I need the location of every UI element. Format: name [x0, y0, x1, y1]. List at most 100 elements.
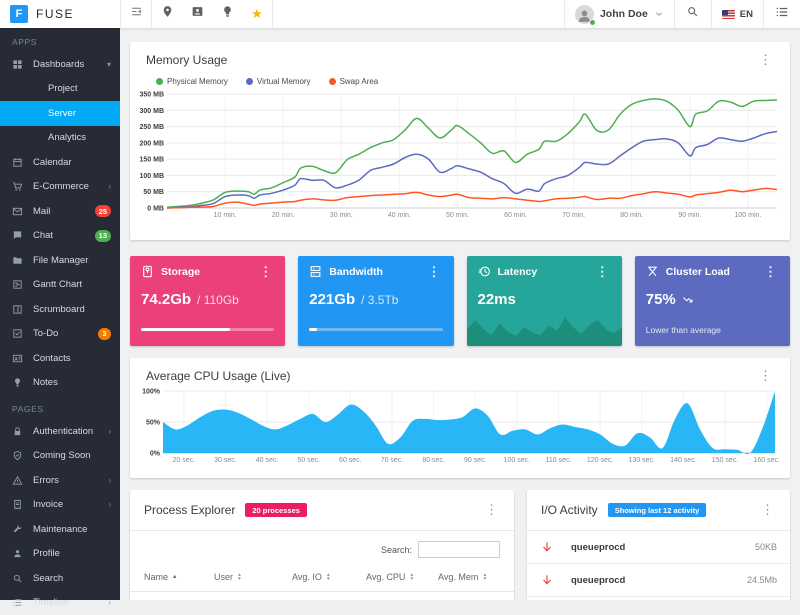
column-label: Avg. CPU [366, 572, 405, 582]
cpu-card-menu-button[interactable]: ⋮ [757, 371, 774, 381]
sidebar-item-timeline[interactable]: Timeline› [0, 591, 120, 615]
memory-card-menu-button[interactable]: ⋮ [757, 55, 774, 65]
warning-icon [12, 474, 24, 486]
language-selector[interactable]: EN [712, 0, 763, 28]
svg-text:70 min.: 70 min. [562, 212, 585, 219]
process-card-menu-button[interactable]: ⋮ [483, 505, 500, 515]
sidebar-item-label: Errors [33, 475, 59, 486]
svg-text:20 min.: 20 min. [272, 212, 295, 219]
sidebar-item-file-manager[interactable]: File Manager [0, 248, 120, 273]
svg-text:30 min.: 30 min. [330, 212, 353, 219]
storage-card: Storage ⋮ 74.2Gb/ 110Gb [130, 256, 285, 346]
shortcut-notes-button[interactable] [212, 0, 242, 28]
sidebar-item-label: Chat [33, 230, 53, 241]
sidebar-fold-button[interactable] [121, 0, 151, 28]
search-icon [686, 5, 699, 23]
sidebar-item-label: Profile [33, 548, 60, 559]
svg-text:200 MB: 200 MB [139, 140, 164, 147]
process-explorer-title: Process Explorer [144, 503, 235, 517]
sidebar-item-analytics[interactable]: Analytics [0, 126, 120, 151]
sidebar-item-maintenance[interactable]: Maintenance [0, 517, 120, 542]
folder-icon [12, 254, 24, 266]
download-arrow-icon [540, 540, 554, 554]
cpu-usage-title: Average CPU Usage (Live) [146, 369, 291, 383]
shortcut-location-button[interactable] [152, 0, 182, 28]
sidebar-item-search[interactable]: Search [0, 566, 120, 591]
svg-text:90 min.: 90 min. [678, 212, 701, 219]
sidebar-item-label: E-Commerce [33, 181, 89, 192]
sidebar-item-e-commerce[interactable]: E-Commerce › [0, 175, 120, 200]
logo-square: F [10, 5, 28, 23]
star-icon: ★ [251, 6, 263, 22]
sidebar-item-label: Maintenance [33, 524, 87, 535]
sidebar-item-invoice[interactable]: Invoice› [0, 493, 120, 518]
process-search-input[interactable] [418, 541, 500, 558]
chevron-right-icon: › [108, 182, 111, 191]
chevron-right-icon: › [108, 427, 111, 436]
svg-text:60 sec.: 60 sec. [339, 457, 362, 464]
sidebar-item-project[interactable]: Project [0, 77, 120, 102]
stat-card-title: Storage [161, 266, 200, 278]
app-logo[interactable]: F FUSE [0, 0, 120, 28]
svg-text:0 MB: 0 MB [147, 206, 164, 213]
stat-card-title: Latency [498, 266, 538, 278]
memory-usage-card: Memory Usage ⋮ Physical Memory Virtual M… [130, 42, 790, 240]
chevron-right-icon: › [108, 476, 111, 485]
legend-label: Swap Area [340, 77, 379, 86]
us-flag-icon [722, 10, 735, 19]
sidebar-item-coming-soon[interactable]: Coming Soon [0, 444, 120, 469]
latency-menu-button[interactable]: ⋮ [594, 267, 611, 277]
sidebar-item-label: Invoice [33, 499, 63, 510]
legend-dot [246, 78, 253, 85]
sidebar-item-notes[interactable]: Notes [0, 371, 120, 396]
legend-virtual-memory[interactable]: Virtual Memory [246, 77, 311, 86]
io-activity-row[interactable]: queueprocd 24.5Mb [527, 564, 790, 597]
sidebar-item-label: Server [48, 108, 76, 119]
main-content: Memory Usage ⋮ Physical Memory Virtual M… [120, 28, 800, 600]
sidebar-item-scrumboard[interactable]: Scrumboard [0, 297, 120, 322]
search-icon [12, 572, 24, 584]
sidebar-item-profile[interactable]: Profile [0, 542, 120, 567]
shortcut-star-button[interactable]: ★ [242, 0, 272, 28]
column-header-avg-cpu[interactable]: Avg. CPU ▲▼ [366, 572, 438, 582]
sidebar-item-dashboards[interactable]: Dashboards▾ [0, 52, 120, 77]
column-label: Name [144, 572, 168, 582]
io-activity-card: I/O Activity Showing last 12 activity ⋮ … [527, 490, 790, 600]
io-activity-row[interactable]: queueprocd 50KB [527, 531, 790, 564]
stat-note: Lower than average [646, 325, 721, 335]
search-button[interactable] [675, 0, 711, 28]
svg-text:110 sec.: 110 sec. [546, 457, 572, 464]
cpu-usage-card: Average CPU Usage (Live) ⋮ 20 sec.30 sec… [130, 358, 790, 478]
sidebar-item-gantt-chart[interactable]: Gantt Chart [0, 273, 120, 298]
legend-physical-memory[interactable]: Physical Memory [156, 77, 228, 86]
column-label: Avg. IO [292, 572, 322, 582]
column-header-user[interactable]: User ▲▼ [214, 572, 292, 582]
storage-menu-button[interactable]: ⋮ [257, 267, 274, 277]
legend-swap-area[interactable]: Swap Area [329, 77, 379, 86]
sidebar-item-server[interactable]: Server [0, 101, 120, 126]
fold-icon [130, 5, 143, 23]
io-activity-list: queueprocd 50KB queueprocd 24.5Mb [527, 531, 790, 600]
user-menu-button[interactable]: John Doe [565, 0, 674, 28]
shortcut-contacts-button[interactable] [182, 0, 212, 28]
column-header-name[interactable]: Name ▲ [144, 572, 214, 582]
sidebar-item-label: Analytics [48, 132, 86, 143]
bandwidth-menu-button[interactable]: ⋮ [426, 267, 443, 277]
column-header-avg-mem[interactable]: Avg. Mem ▲▼ [438, 572, 500, 582]
sidebar-item-authentication[interactable]: Authentication› [0, 419, 120, 444]
sidebar-item-errors[interactable]: Errors › [0, 468, 120, 493]
column-header-avg-io[interactable]: Avg. IO ▲▼ [292, 572, 366, 582]
sidebar-item-calendar[interactable]: Calendar [0, 150, 120, 175]
cluster-load-menu-button[interactable]: ⋮ [762, 267, 779, 277]
svg-text:130 sec.: 130 sec. [629, 457, 656, 464]
stat-value: 221Gb [309, 291, 355, 308]
io-card-menu-button[interactable]: ⋮ [759, 505, 776, 515]
sidebar-item-contacts[interactable]: Contacts [0, 346, 120, 371]
quick-panel-button[interactable] [764, 0, 800, 28]
process-count-badge: 20 processes [245, 503, 307, 517]
brand-name: FUSE [36, 7, 74, 21]
stat-value: 22ms [478, 291, 516, 308]
